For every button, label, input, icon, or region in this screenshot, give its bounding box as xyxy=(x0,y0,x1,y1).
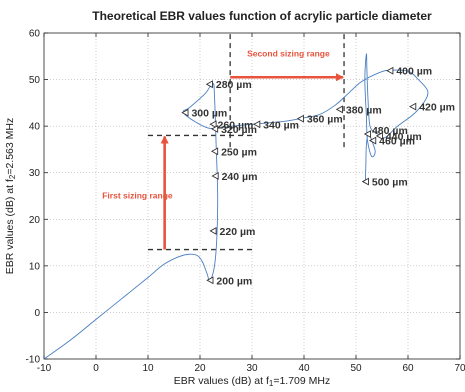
marker-280um xyxy=(205,80,213,89)
second-range-label: Second sizing range xyxy=(247,48,330,58)
label-480um: 480 µm xyxy=(372,125,408,137)
marker-360um xyxy=(296,114,304,123)
grid-lines xyxy=(44,33,460,359)
marker-200um xyxy=(206,276,214,285)
label-220um: 220 µm xyxy=(220,226,256,238)
label-460um: 460 µm xyxy=(379,136,415,148)
y-tick-label: 60 xyxy=(29,29,41,40)
label-300um: 300 µm xyxy=(191,108,227,120)
chart-title: Theoretical EBR values function of acryl… xyxy=(92,9,432,23)
marker-220um xyxy=(209,226,217,235)
marker-380um xyxy=(335,105,343,114)
marker-320um xyxy=(210,124,219,133)
marker-420um xyxy=(409,102,417,111)
x-tick-label: 70 xyxy=(454,363,465,374)
label-280um: 280 µm xyxy=(216,79,252,91)
marker-440um xyxy=(375,131,383,140)
y-tick-label: 50 xyxy=(29,75,41,86)
marker-460um xyxy=(369,136,377,145)
x-tick-label: 50 xyxy=(350,363,362,374)
x-tick-label: -10 xyxy=(37,363,52,374)
marker-500um xyxy=(361,177,369,186)
y-tick-label: 40 xyxy=(29,122,41,133)
x-tick-label: 60 xyxy=(402,363,414,374)
y-tick-label: 30 xyxy=(29,168,41,179)
sizing-ranges: First sizing range Second sizing range xyxy=(102,33,345,251)
axis-ticks: -10 0 10 20 30 40 50 60 70 -10 0 10 20 30 40 50 60 xyxy=(26,29,465,375)
label-250um: 250 µm xyxy=(221,146,257,158)
label-380um: 380 µm xyxy=(346,104,382,116)
label-400um: 400 µm xyxy=(396,66,432,78)
marker-250um xyxy=(210,147,219,156)
diameter-markers: 200 µm 220 µm 240 µm 250 µm 260 µm 280 µm 300 … xyxy=(181,66,455,287)
label-240um: 240 µm xyxy=(222,171,258,183)
x-tick-label: 30 xyxy=(246,363,258,374)
label-320um: 320 µm xyxy=(221,124,257,136)
y-axis-label: EBR values (dB) at f2=2.563 MHz xyxy=(4,118,17,274)
x-tick-label: 20 xyxy=(194,363,206,374)
label-360um: 360 µm xyxy=(307,114,343,126)
marker-260um xyxy=(209,120,217,129)
label-500um: 500 µm xyxy=(372,177,408,189)
marker-300um xyxy=(181,108,189,117)
label-420um: 420 µm xyxy=(419,102,455,114)
marker-240um xyxy=(211,172,219,180)
marker-400um xyxy=(386,66,394,75)
x-tick-label: 0 xyxy=(93,363,99,374)
marker-340um xyxy=(253,120,261,129)
marker-480um xyxy=(363,130,372,139)
label-340um: 340 µm xyxy=(263,119,299,131)
label-260um: 260 µm xyxy=(218,119,254,131)
label-200um: 200 µm xyxy=(216,275,252,287)
x-axis-label: EBR values (dB) at f1=1.709 MHz xyxy=(174,375,330,387)
ebr-curve-line xyxy=(43,53,429,360)
x-tick-label: 10 xyxy=(142,363,154,374)
ebr-curve xyxy=(43,53,429,360)
y-tick-label: 0 xyxy=(34,308,40,319)
y-tick-label: 10 xyxy=(29,261,41,272)
y-tick-label: 20 xyxy=(29,215,41,226)
x-tick-label: 40 xyxy=(298,363,310,374)
first-range-label: First sizing range xyxy=(102,190,173,200)
y-tick-label: -10 xyxy=(26,355,41,366)
label-440um: 440 µm xyxy=(386,131,422,143)
